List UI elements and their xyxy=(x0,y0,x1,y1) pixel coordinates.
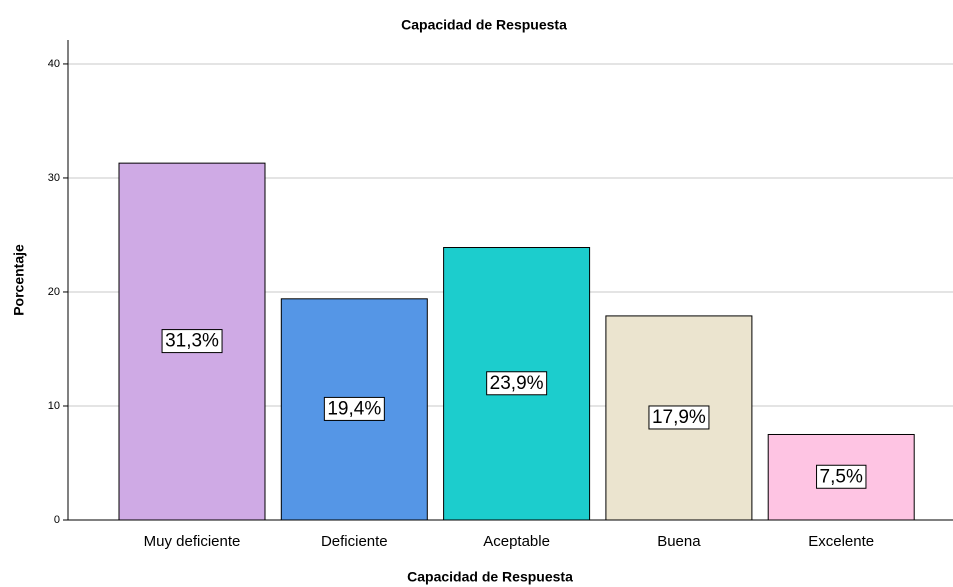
label-box xyxy=(648,405,710,430)
value-label: 19,4% xyxy=(327,398,381,419)
label-box xyxy=(486,371,548,396)
value-label: 31,3% xyxy=(165,331,219,352)
x-tick-label: Muy deficiente xyxy=(144,533,241,550)
value-label: 7,5% xyxy=(820,466,863,487)
y-tick-label: 0 xyxy=(54,514,60,526)
y-tick-label: 20 xyxy=(48,286,60,298)
label-box xyxy=(161,329,223,354)
y-axis-label: Porcentaje xyxy=(11,244,27,316)
y-tick-label: 10 xyxy=(48,400,60,412)
value-label: 17,9% xyxy=(652,407,706,428)
chart-title: Capacidad de Respuesta xyxy=(401,17,567,33)
x-tick-label: Aceptable xyxy=(483,533,550,550)
label-box xyxy=(323,396,385,421)
x-tick-label: Buena xyxy=(657,533,701,550)
y-tick-label: 40 xyxy=(48,58,60,70)
x-axis-label: Capacidad de Respuesta xyxy=(407,569,573,585)
value-label: 23,9% xyxy=(490,373,544,394)
x-tick-label: Deficiente xyxy=(321,533,388,550)
label-box xyxy=(816,464,867,489)
y-tick-label: 30 xyxy=(48,172,60,184)
x-tick-label: Excelente xyxy=(808,533,874,550)
